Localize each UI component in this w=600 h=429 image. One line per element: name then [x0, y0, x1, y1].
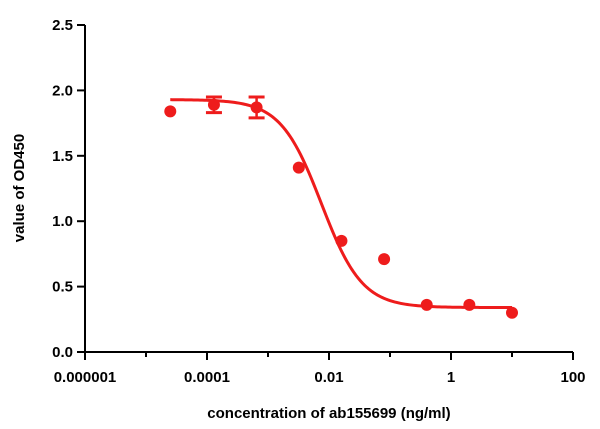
ticks: 0.000001 0.0001 0.01 1 100 0.0 0.5 1.0 1.5 2.0 2.5: [52, 17, 585, 386]
data-point: [250, 101, 263, 114]
y-tick-label: 0.0: [52, 344, 73, 361]
x-tick-label: 1: [447, 369, 455, 386]
x-tick-label: 100: [560, 369, 585, 386]
data-point: [463, 298, 476, 311]
data-point: [292, 161, 305, 174]
x-tick-label: 0.01: [314, 369, 343, 386]
x-axis-title: concentration of ab155699 (ng/ml): [207, 405, 450, 422]
y-tick-label: 2.5: [52, 17, 73, 34]
y-tick-label: 0.5: [52, 279, 73, 296]
data-points-group: [164, 95, 518, 319]
data-point: [420, 298, 433, 311]
x-tick-label: 0.0001: [184, 369, 230, 386]
x-tick-label: 0.000001: [54, 369, 117, 386]
data-point: [506, 306, 518, 319]
y-tick-label: 1.0: [52, 213, 73, 230]
data-point: [378, 253, 391, 266]
axes: [84, 25, 573, 353]
data-point: [207, 98, 220, 111]
y-axis-title: value of OD450: [11, 134, 28, 242]
data-point: [164, 105, 177, 118]
y-tick-label: 2.0: [52, 82, 73, 99]
data-point: [335, 234, 348, 247]
y-tick-label: 1.5: [52, 148, 73, 165]
fit-curve-group: [170, 98, 512, 310]
fit-curve: [170, 98, 512, 310]
